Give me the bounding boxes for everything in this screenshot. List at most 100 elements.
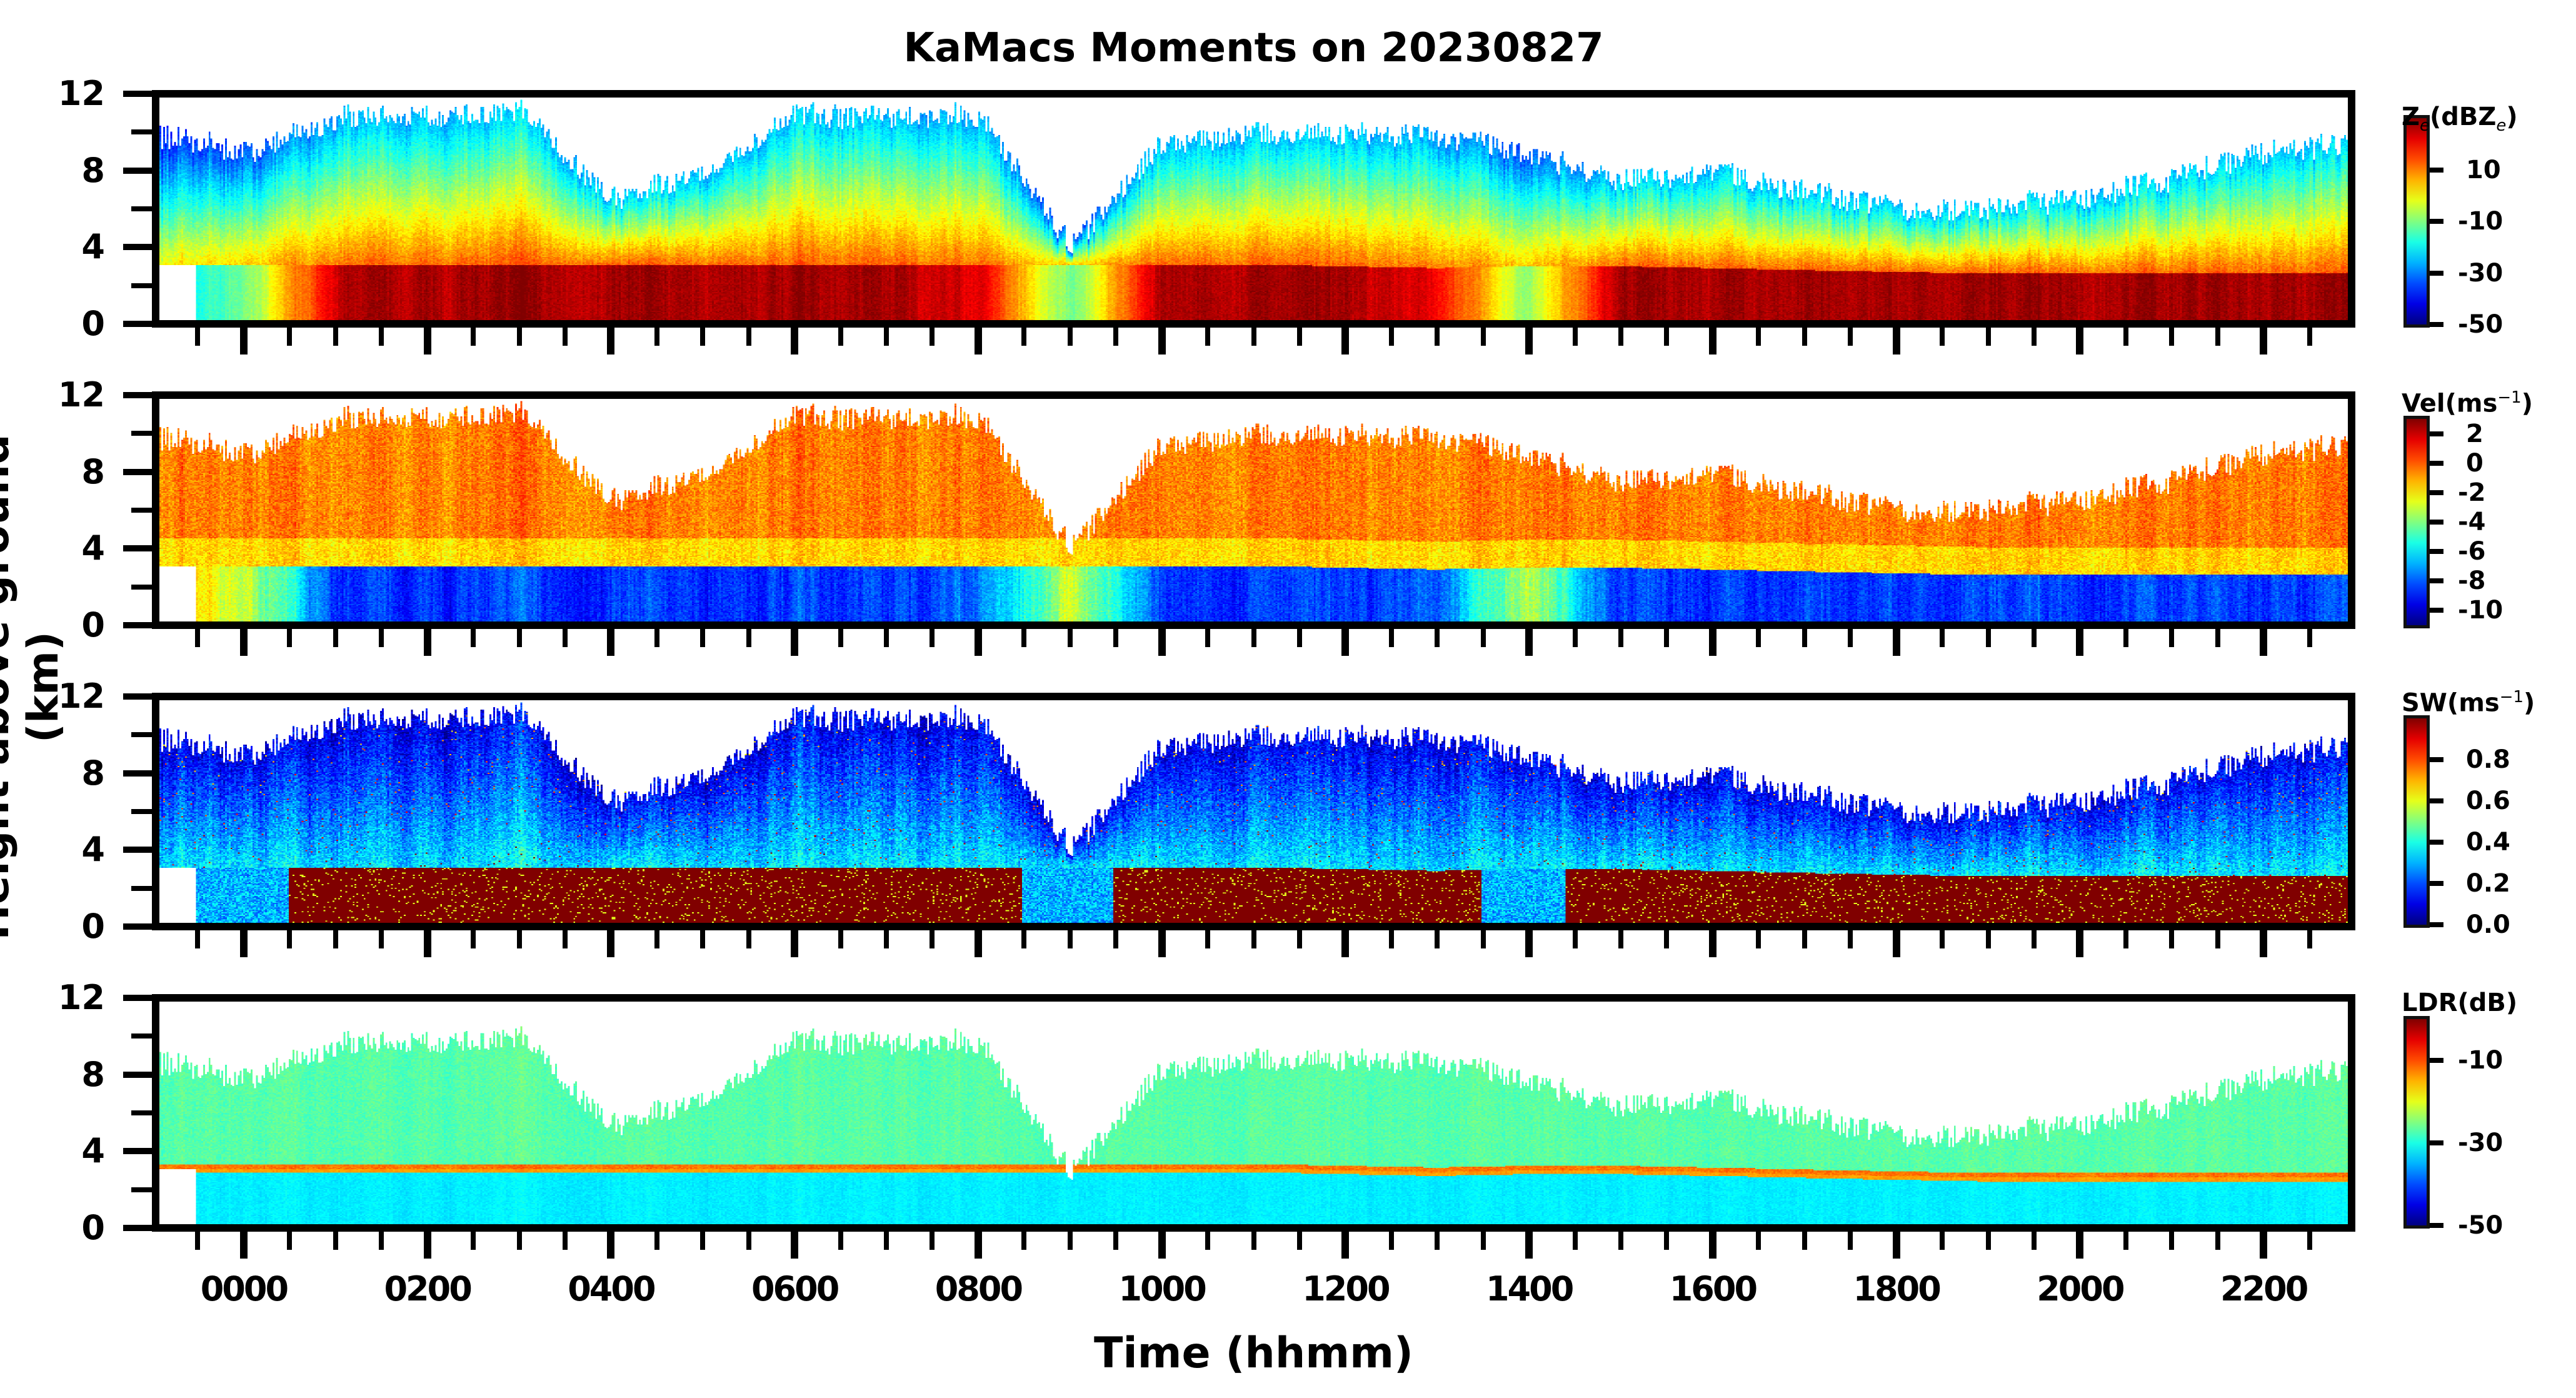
colorbar-tick-label: -10 [2458, 1046, 2503, 1075]
x-tick-label: 0800 [935, 1269, 1023, 1309]
y-tick-label: 0 [81, 304, 105, 343]
y-major-tick [123, 545, 152, 552]
x-minor-tick [700, 1232, 706, 1250]
x-minor-tick [1388, 328, 1394, 346]
x-minor-tick [1435, 930, 1440, 948]
x-minor-tick [1664, 930, 1670, 948]
x-major-tick [607, 629, 615, 656]
colorbar-tick-label: -10 [2458, 596, 2503, 625]
x-minor-tick [333, 328, 338, 346]
heatmap-ze [159, 98, 2348, 320]
x-minor-tick [471, 930, 476, 948]
x-minor-tick [930, 1232, 935, 1250]
colorbar-title-part: Z [2402, 103, 2420, 131]
y-tick-label: 0 [81, 605, 105, 645]
x-minor-tick [1480, 1232, 1486, 1250]
x-major-tick [974, 930, 982, 957]
colorbar-tick [2430, 608, 2443, 613]
y-tick-label: 4 [81, 227, 105, 267]
x-major-tick [1892, 629, 1900, 656]
x-major-tick [423, 629, 431, 656]
colorbar-title-part: Vel(ms [2402, 389, 2498, 418]
x-major-tick [239, 930, 248, 957]
colorbar-title-part: (dBZ [2430, 103, 2497, 131]
x-minor-tick [838, 930, 843, 948]
colorbar-tick [2430, 431, 2443, 436]
x-major-tick [974, 328, 982, 355]
colorbar-tick-label: 10 [2466, 155, 2501, 184]
colorbar-tick-label: 0.4 [2466, 828, 2510, 857]
x-minor-tick [195, 930, 201, 948]
x-minor-tick [2031, 1232, 2037, 1250]
y-minor-tick [131, 1187, 152, 1192]
x-major-tick [2076, 629, 2084, 656]
x-minor-tick [2307, 1232, 2312, 1250]
colorbar-tick-label: -6 [2458, 537, 2486, 566]
x-major-tick [607, 1232, 615, 1259]
x-minor-tick [746, 930, 751, 948]
x-minor-tick [1940, 629, 1945, 647]
x-minor-tick [1021, 629, 1027, 647]
x-minor-tick [379, 1232, 384, 1250]
colorbar-tick-label: -30 [2458, 1129, 2503, 1157]
x-major-tick [1892, 328, 1900, 355]
x-minor-tick [1205, 629, 1211, 647]
x-minor-tick [654, 629, 659, 647]
x-major-tick [1525, 629, 1533, 656]
x-minor-tick [2215, 328, 2220, 346]
x-minor-tick [195, 328, 201, 346]
x-minor-tick [562, 328, 568, 346]
x-major-tick [1708, 629, 1716, 656]
x-minor-tick [1940, 1232, 1945, 1250]
colorbar-title-part: −1 [2499, 688, 2524, 707]
colorbar-title-part: ) [2521, 389, 2533, 418]
x-minor-tick [287, 1232, 293, 1250]
x-minor-tick [1113, 930, 1119, 948]
x-minor-tick [2215, 930, 2220, 948]
x-major-tick [2076, 930, 2084, 957]
colorbar-tick [2430, 549, 2443, 555]
x-minor-tick [1572, 328, 1578, 346]
y-tick-label: 8 [81, 451, 105, 491]
x-minor-tick [1985, 328, 1991, 346]
x-minor-tick [654, 930, 659, 948]
x-major-tick [791, 930, 799, 957]
colorbar-title-part: e [2420, 116, 2430, 135]
colorbar-tick-label: -30 [2458, 258, 2503, 288]
x-minor-tick [1985, 629, 1991, 647]
x-major-tick [1525, 930, 1533, 957]
x-major-tick [1525, 328, 1533, 355]
colorbar-tick [2430, 270, 2443, 276]
x-major-tick [974, 1232, 982, 1259]
x-tick-label: 0200 [384, 1269, 472, 1309]
colorbar-tick-label: -50 [2458, 1211, 2503, 1240]
x-minor-tick [700, 629, 706, 647]
x-minor-tick [2031, 930, 2037, 948]
y-tick-label: 4 [81, 528, 105, 568]
x-minor-tick [1251, 1232, 1256, 1250]
x-major-tick [791, 328, 799, 355]
y-minor-tick [131, 732, 152, 738]
x-tick-label: 1600 [1669, 1269, 1758, 1309]
colorbar-title-part: SW(ms [2402, 688, 2500, 718]
x-minor-tick [2307, 328, 2312, 346]
y-major-tick [123, 468, 152, 475]
colorbar-tick-label: 0.2 [2466, 869, 2510, 898]
colorbar-tick [2430, 1223, 2443, 1228]
x-tick-label: 2200 [2220, 1269, 2308, 1309]
x-minor-tick [1618, 930, 1623, 948]
x-minor-tick [2215, 629, 2220, 647]
panel-sw [152, 693, 2355, 930]
x-minor-tick [1205, 930, 1211, 948]
x-minor-tick [1251, 930, 1256, 948]
x-major-tick [2260, 629, 2268, 656]
y-major-tick [123, 1071, 152, 1078]
x-minor-tick [1802, 930, 1807, 948]
colorbar-title: SW(ms−1) [2402, 688, 2535, 717]
y-tick-label: 12 [58, 978, 105, 1017]
x-minor-tick [1802, 328, 1807, 346]
x-minor-tick [2169, 1232, 2175, 1250]
x-minor-tick [2307, 629, 2312, 647]
x-minor-tick [1848, 930, 1853, 948]
y-minor-tick [131, 809, 152, 814]
